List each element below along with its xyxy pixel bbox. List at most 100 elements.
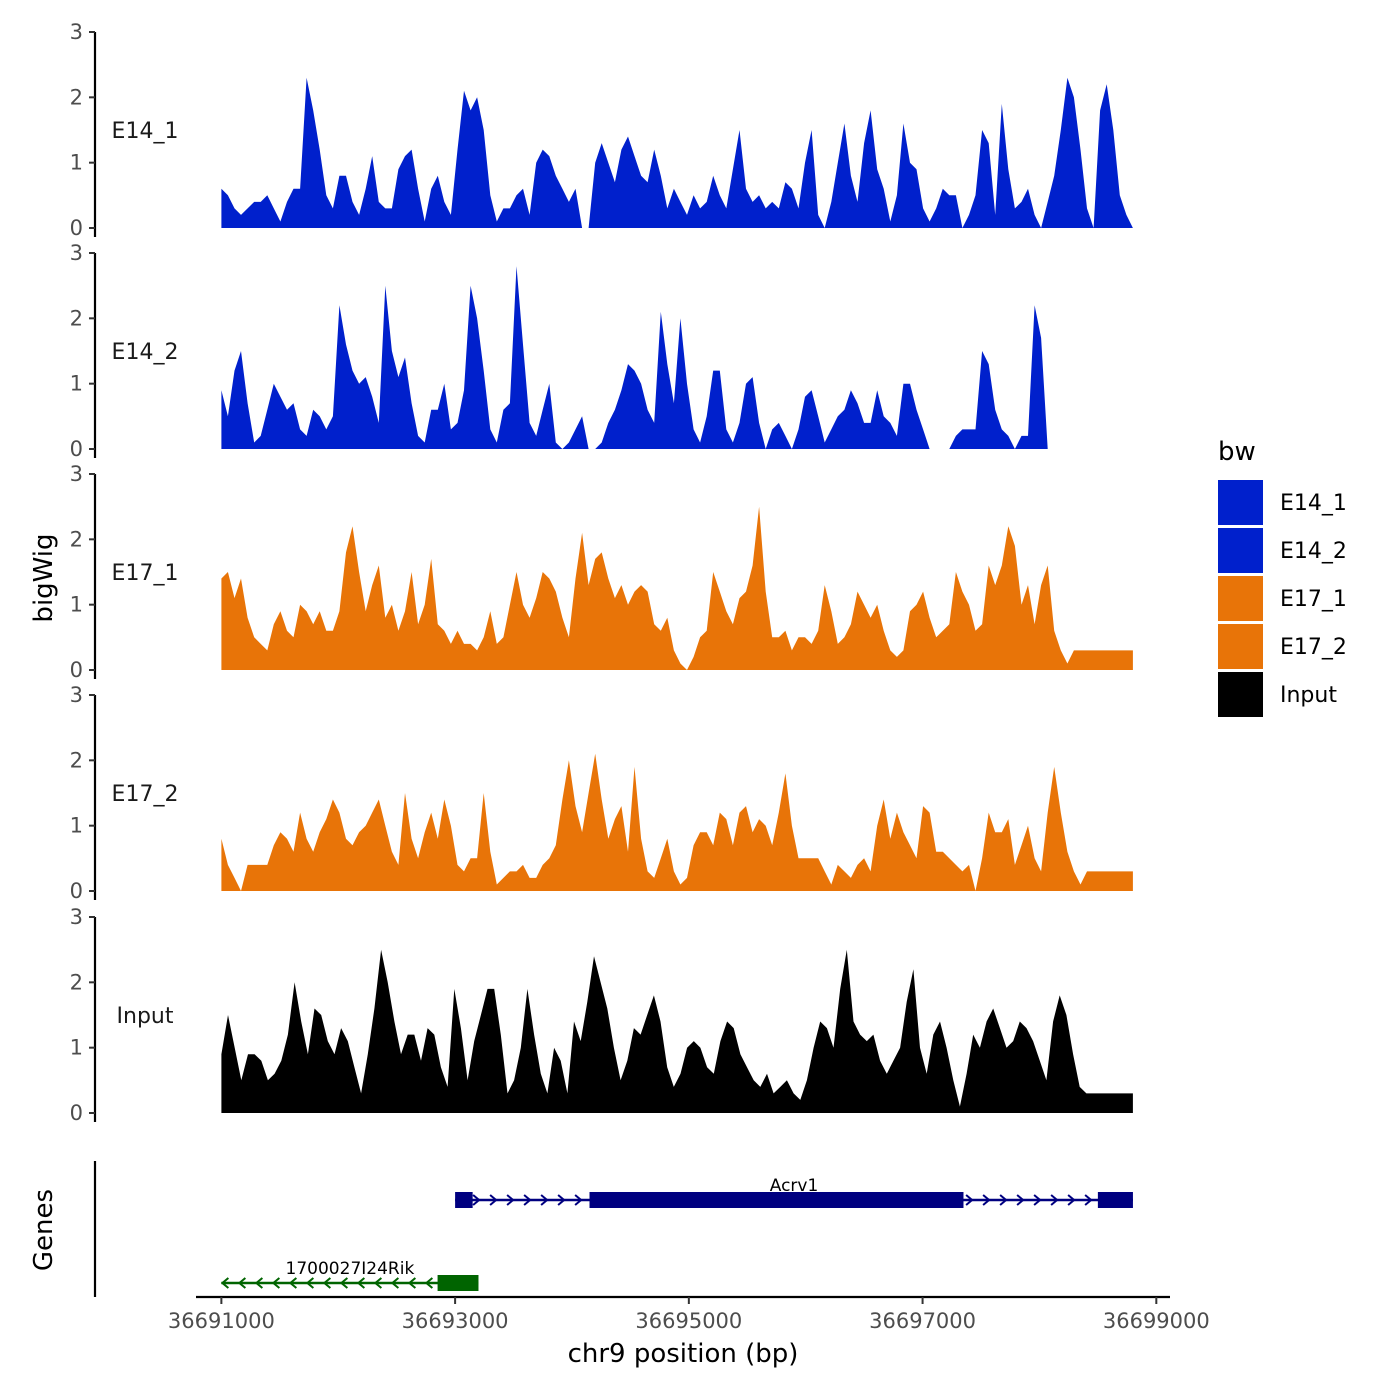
x-axis: 36691000 36693000 36695000 36697000 36699000 [168,1295,1210,1333]
strand-arrow [220,1277,230,1289]
track-label: E14_2 [112,340,179,365]
strand-arrow [506,1194,515,1206]
y-tick-label: 2 [70,85,83,109]
strand-arrow [1050,1194,1059,1206]
y-tick-label: 2 [70,748,83,772]
track-label: Input [117,1004,174,1029]
strand-arrow [999,1194,1008,1206]
y-tick-label: 1 [70,372,83,396]
y-tick-label: 3 [70,20,83,44]
gene-exon [1097,1192,1133,1208]
y-tick-label: 0 [70,216,83,240]
track-E14_1: 0 1 2 3 E14_1 [70,20,1133,240]
y-tick-label: 2 [70,306,83,330]
strand-arrow [1033,1194,1042,1206]
x-tick-label: 36691000 [168,1309,275,1333]
legend-swatch [1218,528,1263,573]
legend-label: Input [1280,683,1337,708]
strand-arrow [424,1277,434,1289]
coverage-area-E17_1 [221,506,1133,670]
x-tick-label: 36695000 [635,1309,742,1333]
coverage-area-E14_2 [221,266,1133,449]
legend-swatch [1218,672,1263,717]
strand-arrow [574,1194,583,1206]
coverage-area-Input [221,949,1133,1113]
legend-swatch [1218,624,1263,669]
legend-label: E17_1 [1280,587,1347,612]
gene-exon [589,1192,964,1208]
y-tick-label: 1 [70,814,83,838]
strand-arrow [305,1277,315,1289]
gene-exon [455,1192,473,1208]
strand-arrow [407,1277,417,1289]
strand-arrow [523,1194,532,1206]
y-tick-label: 3 [70,241,83,265]
strand-arrow [237,1277,247,1289]
gene-1700027I24Rik: 1700027I24Rik [220,1259,479,1291]
track-E17_2: 0 1 2 3 E17_2 [70,683,1133,903]
legend-item-E14_1: E14_1 [1218,480,1347,525]
x-tick-label: 36697000 [869,1309,976,1333]
y-tick-label: 0 [70,1101,83,1125]
legend-label: E14_1 [1280,491,1347,516]
legend-item-Input: Input [1218,672,1337,717]
legend-title: bw [1218,437,1256,467]
legend-label: E14_2 [1280,539,1347,564]
y-tick-label: 0 [70,437,83,461]
y-tick-label: 2 [70,527,83,551]
track-label: E17_2 [112,782,179,807]
legend-item-E17_2: E17_2 [1218,624,1347,669]
y-axis-title: bigWig [29,533,59,622]
legend-item-E17_1: E17_1 [1218,576,1347,621]
gene-label: 1700027I24Rik [286,1259,415,1279]
x-tick-label: 36693000 [402,1309,509,1333]
strand-arrow [540,1194,549,1206]
y-tick-label: 0 [70,879,83,903]
strand-arrow [982,1194,991,1206]
legend-item-E14_2: E14_2 [1218,528,1347,573]
strand-arrow [557,1194,566,1206]
x-axis-title: chr9 position (bp) [568,1339,799,1369]
genes-panel: Acrv1 1700027I24Rik [93,1161,1133,1297]
strand-arrow [271,1277,281,1289]
legend-swatch [1218,480,1263,525]
y-tick-label: 1 [70,151,83,175]
strand-arrow [339,1277,349,1289]
strand-arrow [965,1194,974,1206]
strand-arrow [390,1277,400,1289]
track-E14_2: 0 1 2 3 E14_2 [70,241,1133,461]
strand-arrow [288,1277,298,1289]
coverage-area-E14_1 [221,77,1133,228]
y-tick-label: 3 [70,905,83,929]
y-tick-label: 2 [70,970,83,994]
strand-arrow [322,1277,332,1289]
strand-arrow [472,1194,481,1206]
track-label: E14_1 [112,119,179,144]
track-E17_1: 0 1 2 3 E17_1 [70,462,1133,682]
coverage-area-E17_2 [221,753,1133,891]
legend-label: E17_2 [1280,635,1347,660]
y-tick-label: 3 [70,683,83,707]
y-tick-label: 1 [70,593,83,617]
strand-arrow [373,1277,383,1289]
strand-arrow [254,1277,264,1289]
y-tick-label: 1 [70,1036,83,1060]
genes-axis-title: Genes [29,1189,59,1271]
gene-label: Acrv1 [770,1176,819,1196]
gene-Acrv1: Acrv1 [455,1176,1133,1208]
coverage-tracks: 0 1 2 3 E14_1 0 1 2 3 E14_2 0 1 2 3 E17_1 0 1 2 3 E17_2 0 1 2 3… [70,20,1133,1125]
strand-arrow [489,1194,498,1206]
strand-arrow [1067,1194,1076,1206]
y-tick-label: 3 [70,462,83,486]
legend-swatch [1218,576,1263,621]
legend: bw E14_1 E14_2 E17_1 E17_2 Input [1218,437,1347,717]
x-tick-label: 36699000 [1103,1309,1210,1333]
strand-arrow [1016,1194,1025,1206]
track-Input: 0 1 2 3 Input [70,905,1133,1125]
gene-exon [437,1275,479,1291]
track-label: E17_1 [112,561,179,586]
strand-arrow [356,1277,366,1289]
strand-arrow [1084,1194,1093,1206]
y-tick-label: 0 [70,658,83,682]
